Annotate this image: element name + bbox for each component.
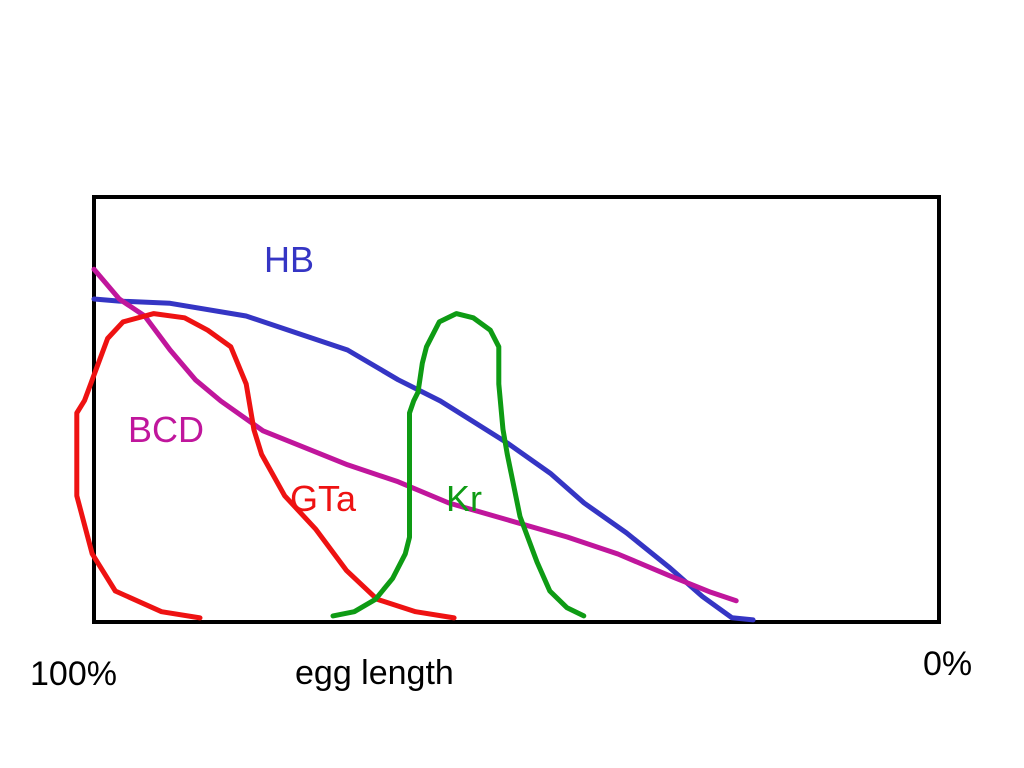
series-label-bcd: BCD <box>128 409 204 450</box>
series-layer <box>74 266 756 623</box>
series-label-gta: GTa <box>290 478 357 519</box>
plot-frame <box>92 195 941 624</box>
series-line-hb <box>91 296 756 623</box>
series-line-gta <box>74 311 457 621</box>
series-line-kr <box>330 311 587 619</box>
x-tick-label-right: 0% <box>923 645 972 683</box>
series-label-layer: HB BCD GTa Kr <box>128 239 482 519</box>
x-tick-label-left: 100% <box>30 655 117 693</box>
series-label-kr: Kr <box>446 478 482 519</box>
x-axis-label: egg length <box>295 654 454 692</box>
series-label-hb: HB <box>264 239 314 280</box>
series-line-bcd <box>91 266 739 604</box>
